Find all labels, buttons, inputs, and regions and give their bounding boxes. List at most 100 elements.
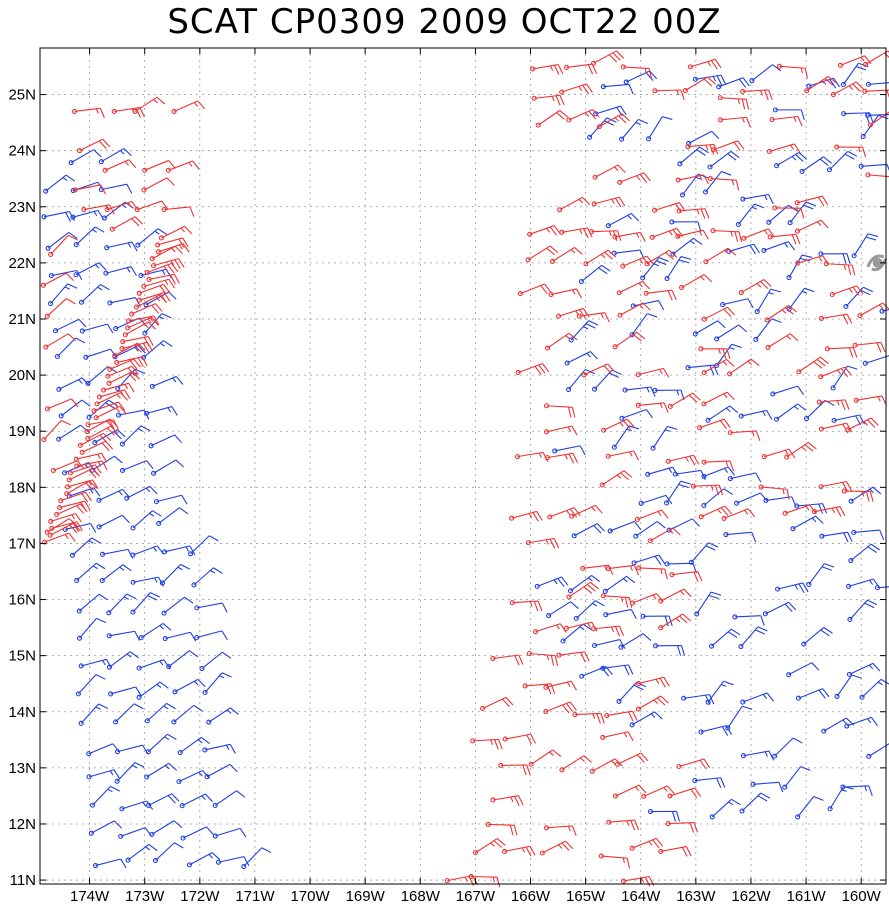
wind-barb-red: [161, 206, 195, 217]
wind-barb-blue: [99, 564, 132, 584]
wind-barb-red: [727, 358, 760, 377]
wind-barb-blue: [573, 600, 605, 621]
wind-barb-blue: [692, 777, 726, 789]
wind-barb-blue: [194, 602, 228, 613]
y-tick-label: 16N: [8, 592, 36, 609]
wind-barb-red: [824, 346, 858, 358]
wind-barb-blue: [176, 770, 210, 785]
wind-barb-red: [576, 312, 610, 323]
wind-barb-red: [525, 245, 559, 263]
wind-barb-blue: [795, 688, 830, 701]
wind-barb-red: [701, 306, 735, 322]
wind-barb-red: [853, 395, 887, 406]
wind-barb-blue: [159, 563, 191, 586]
wind-barb-blue: [119, 460, 154, 473]
wind-barb-red: [643, 289, 677, 301]
wind-barb-blue: [593, 105, 627, 117]
wind-barb-blue: [73, 262, 107, 278]
x-tick-label: 174W: [70, 888, 110, 905]
wind-barb-red: [528, 749, 562, 767]
wind-barb-red: [804, 75, 837, 94]
wind-barb-blue: [773, 403, 807, 422]
wind-barb-blue: [106, 630, 141, 641]
wind-barb-blue: [638, 494, 673, 506]
wind-barb-blue: [827, 785, 854, 812]
wind-barb-red: [606, 819, 640, 831]
wind-barb-blue: [162, 631, 197, 642]
wind-barb-blue: [191, 567, 223, 588]
wind-barb-red: [470, 738, 503, 750]
wind-barb-red: [794, 219, 829, 234]
wind-barb-red: [701, 459, 734, 471]
wind-barb-blue: [578, 264, 611, 285]
wind-barb-red: [816, 399, 850, 411]
wind-barb-red: [44, 398, 79, 412]
wind-barb-red: [155, 243, 190, 255]
wind-barb-blue: [146, 793, 180, 808]
wind-barb-blue: [701, 488, 733, 509]
wind-barb-blue: [204, 763, 238, 780]
wind-barb-red: [676, 758, 711, 770]
wind-barb-red: [539, 840, 574, 856]
wind-barb-blue: [78, 703, 109, 726]
wind-barb-red: [658, 613, 691, 631]
wind-barb-red: [710, 228, 743, 243]
y-tick-label: 15N: [8, 648, 36, 665]
wind-barb-red: [669, 570, 703, 582]
wind-barb-red: [690, 483, 724, 496]
wind-barb-blue: [171, 704, 203, 725]
wind-barb-red: [158, 225, 193, 241]
wind-barb-red: [141, 177, 175, 193]
wind-barb-red: [109, 216, 143, 232]
x-tick-label: 173W: [125, 888, 165, 905]
wind-barb-red: [634, 509, 669, 523]
wind-barb-blue: [692, 320, 726, 337]
wind-barb-blue: [179, 793, 213, 809]
wind-barb-blue: [714, 324, 747, 342]
wind-barb-red: [566, 581, 599, 600]
wind-barb-red: [502, 845, 536, 857]
wind-barb-red: [621, 875, 655, 887]
wind-barb-blue: [844, 716, 878, 729]
x-tick-label: 168W: [401, 888, 441, 905]
wind-barb-blue: [786, 254, 813, 281]
wind-barb-red: [543, 701, 577, 715]
wind-barb-blue: [705, 680, 734, 705]
wind-barb-red: [165, 160, 200, 173]
wind-barb-blue: [630, 300, 665, 310]
wind-barb-red: [525, 537, 560, 549]
wind-barb-red: [651, 202, 686, 213]
wind-barb-blue: [135, 228, 167, 248]
wind-barb-red: [852, 341, 886, 353]
wind-barb-blue: [591, 369, 622, 392]
wind-barb-red: [543, 825, 577, 836]
wind-barb-blue: [603, 608, 637, 619]
wind-barb-blue: [161, 596, 194, 616]
wind-barb-red: [472, 838, 506, 856]
wind-barb-blue: [571, 523, 605, 539]
wind-barb-blue: [851, 529, 885, 540]
wind-barb-red: [682, 76, 716, 94]
wind-barb-red: [599, 470, 633, 488]
wind-barb-blue: [786, 662, 820, 678]
wind-barb-red: [764, 304, 798, 323]
wind-barb-blue: [735, 203, 765, 228]
wind-barb-blue: [790, 515, 824, 532]
storm-marker: [866, 254, 888, 272]
wind-barb-red: [703, 247, 737, 265]
wind-barb-red: [675, 229, 709, 240]
wind-barb-blue: [48, 283, 78, 307]
wind-barb-blue: [679, 173, 709, 198]
wind-barb-red: [563, 63, 598, 75]
wind-barb-red: [48, 234, 78, 258]
x-tick-label: 166W: [511, 888, 551, 905]
wind-barb-red: [107, 358, 141, 372]
wind-barb-blue: [62, 522, 97, 533]
wind-barb-blue: [799, 156, 832, 174]
x-tick-label: 172W: [180, 888, 220, 905]
wind-barb-red: [596, 113, 630, 130]
wind-barb-blue: [701, 466, 736, 479]
wind-barb-red: [149, 245, 183, 262]
wind-barb-red: [72, 184, 107, 195]
